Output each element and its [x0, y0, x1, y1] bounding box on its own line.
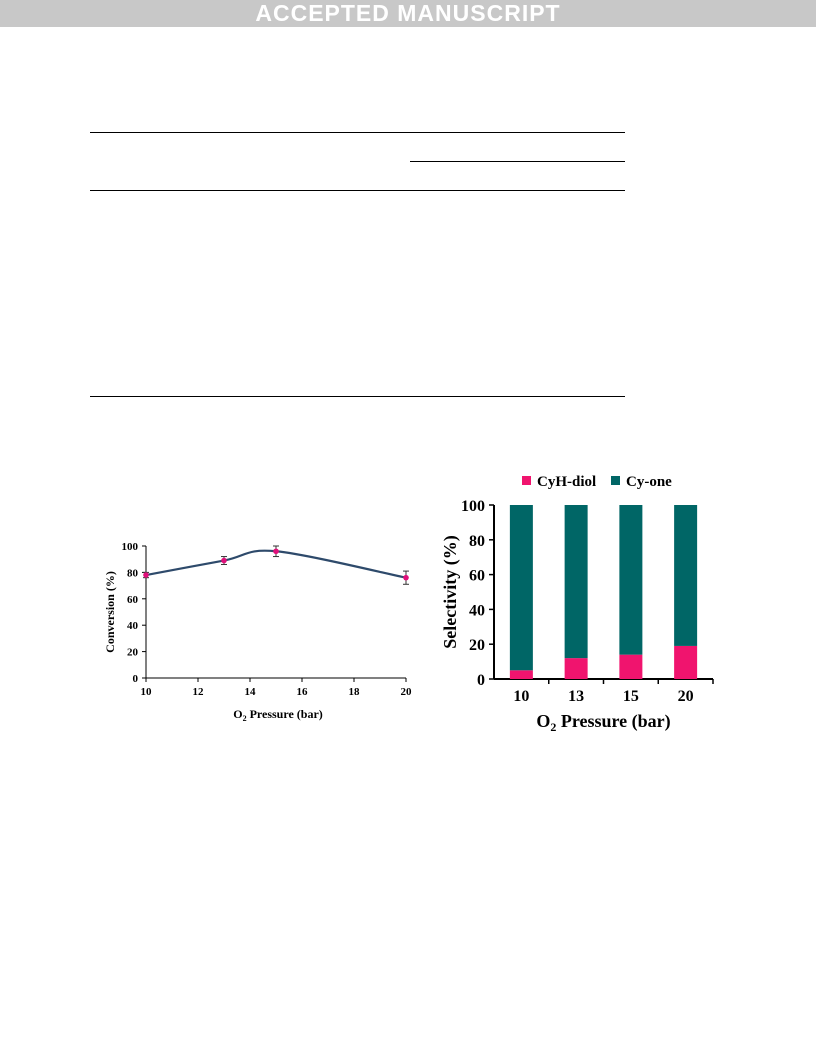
x-tick-label: 13: [568, 688, 584, 705]
y-tick-label: 60: [469, 568, 485, 585]
y-axis-label: Selectivity (%): [440, 535, 461, 648]
y-tick-label: 100: [461, 498, 485, 515]
x-tick-label: 20: [401, 686, 413, 698]
x-tick-label: 15: [623, 688, 639, 705]
y-axis-label: Conversion (%): [103, 571, 117, 653]
legend-label: CyH-diol: [537, 474, 596, 490]
x-tick-label: 12: [193, 686, 205, 698]
x-tick-label: 18: [349, 686, 361, 698]
legend-swatch: [611, 476, 620, 485]
legend-swatch: [522, 476, 531, 485]
x-tick-label: 10: [513, 688, 529, 705]
y-tick-label: 80: [469, 533, 485, 550]
conversion-series-line: [145, 549, 407, 579]
table-top-rule: [90, 132, 625, 133]
y-tick-label: 0: [477, 672, 485, 689]
y-tick-label: 40: [127, 620, 139, 632]
data-point: [403, 574, 409, 581]
y-tick-label: 40: [469, 602, 485, 619]
x-axis-label: O2 Pressure (bar): [233, 707, 323, 723]
data-point: [273, 548, 279, 555]
table-bottom-rule: [90, 396, 625, 397]
table-header-rule: [90, 190, 625, 191]
accepted-manuscript-banner: ACCEPTED MANUSCRIPT: [0, 0, 816, 27]
bar-segment: [674, 505, 698, 646]
y-tick-label: 20: [127, 647, 139, 659]
bar-segment: [564, 658, 588, 679]
x-tick-label: 14: [245, 686, 257, 698]
banner-text: ACCEPTED MANUSCRIPT: [255, 0, 561, 26]
legend-label: Cy-one: [626, 474, 672, 490]
y-tick-label: 80: [127, 567, 139, 579]
bar-segment: [619, 654, 643, 679]
y-tick-label: 0: [133, 673, 139, 685]
bar-segment: [509, 505, 533, 671]
x-tick-label: 20: [678, 688, 694, 705]
y-tick-label: 20: [469, 637, 485, 654]
bar-segment: [619, 505, 643, 655]
y-tick-label: 60: [127, 594, 139, 606]
table-subheader-rule: [410, 161, 625, 162]
bar-segment: [564, 505, 588, 659]
data-point: [143, 572, 149, 578]
x-axis-label: O2 Pressure (bar): [536, 711, 670, 734]
y-tick-label: 100: [122, 541, 139, 553]
bar-segment: [509, 670, 533, 679]
bar-segment: [674, 645, 698, 679]
x-tick-label: 10: [141, 686, 153, 698]
x-tick-label: 16: [297, 686, 309, 698]
data-point: [221, 557, 227, 564]
